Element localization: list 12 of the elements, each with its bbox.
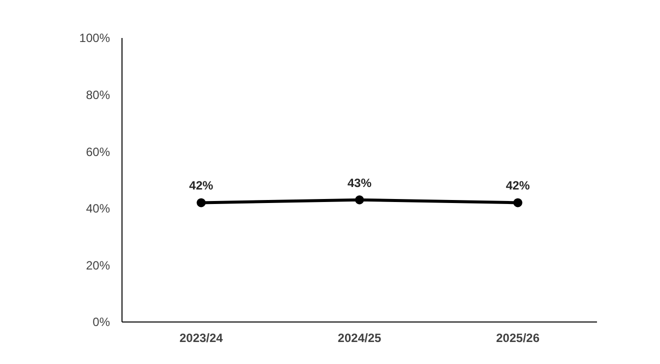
- x-tick-label: 2024/25: [338, 331, 382, 345]
- y-tick-label: 60%: [86, 144, 110, 159]
- data-label: 42%: [506, 178, 530, 193]
- y-tick-label: 40%: [86, 202, 110, 216]
- x-tick-label: 2023/24: [179, 331, 224, 345]
- y-tick-label: 20%: [86, 258, 110, 272]
- y-tick-label: 80%: [86, 88, 110, 102]
- x-tick-label: 2025/26: [496, 331, 540, 345]
- data-label: 43%: [347, 176, 372, 190]
- y-tick-label: 0%: [92, 315, 110, 330]
- data-label: 42%: [189, 178, 214, 193]
- y-tick-label: 100%: [79, 31, 110, 46]
